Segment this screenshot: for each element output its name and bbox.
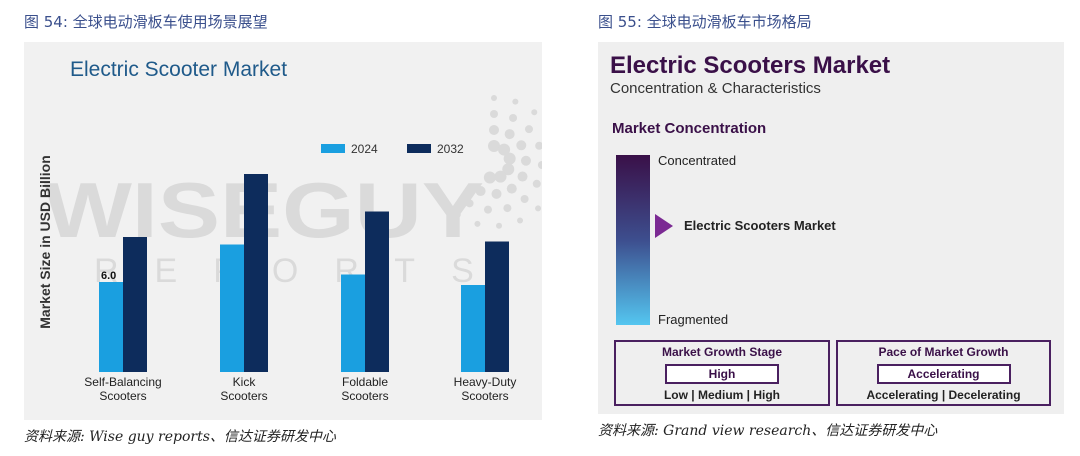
bars	[99, 174, 509, 372]
watermark-dot	[506, 183, 517, 194]
data-labels: 6.0	[101, 270, 116, 282]
figure-caption-right: 图 55: 全球电动滑板车市场格局	[598, 13, 812, 31]
growth-pace-scale: Accelerating | Decelerating	[866, 388, 1021, 402]
watermark-subtext: REPORTS	[94, 252, 510, 290]
x-tick-labels: Self-Balancing Scooters Kick Scooters Foldab…	[84, 375, 516, 403]
watermark-dots	[454, 95, 542, 229]
source-note-left: 资料来源: Wise guy reports、信达证券研发中心	[24, 429, 336, 445]
growth-stage-title: Market Growth Stage	[661, 345, 783, 359]
data-label: 6.0	[101, 270, 116, 282]
legend-label-2032: 2032	[437, 142, 464, 156]
legend-swatch-2024	[321, 144, 345, 153]
watermark-dot	[520, 155, 531, 166]
growth-pace-box: Pace of Market Growth Accelerating Accel…	[836, 340, 1051, 406]
x-tick-label: Foldable Scooters	[341, 375, 388, 403]
watermark-dot	[475, 186, 486, 197]
watermark-dot	[531, 109, 538, 116]
watermark-dot	[524, 125, 533, 134]
watermark-dot	[504, 129, 515, 140]
bar-2024-4	[461, 285, 485, 372]
watermark-dot	[535, 141, 542, 150]
growth-stage-scale: Low | Medium | High	[663, 388, 781, 402]
bar-2032-4	[485, 241, 509, 372]
watermark-dot	[502, 163, 515, 176]
watermark-dot	[520, 194, 529, 203]
bar-chart: WISEGUY REPORTS Electric Scooter Market …	[37, 58, 542, 403]
source-note-right: 资料来源: Grand view research、信达证券研发中心	[598, 423, 938, 439]
bar-2024-1	[99, 282, 123, 372]
market-panel-title: Electric Scooters Market	[610, 52, 891, 79]
bar-2032-1	[123, 237, 147, 372]
watermark-dot	[490, 110, 498, 118]
watermark-dot	[503, 152, 516, 165]
watermark-dot	[517, 171, 528, 182]
market-concentration-panel: Electric Scooters Market Concentration &…	[598, 42, 1064, 414]
figure-caption-left: 图 54: 全球电动滑板车使用场景展望	[24, 13, 268, 31]
watermark-dot	[516, 140, 527, 151]
watermark-dot	[474, 220, 481, 227]
legend: 2024 2032	[321, 142, 464, 156]
bar-2032-3	[365, 211, 389, 372]
growth-pace-title: Pace of Market Growth	[878, 345, 1009, 359]
watermark-dot	[494, 170, 507, 183]
watermark-dot	[512, 98, 519, 105]
scale-bottom-label: Fragmented	[658, 312, 729, 327]
bar-2032-2	[244, 174, 268, 372]
watermark: WISEGUY REPORTS	[44, 95, 542, 290]
watermark-dot	[488, 140, 500, 152]
bar-2024-2	[220, 244, 244, 372]
concentration-gradient-bar	[616, 155, 650, 325]
watermark-dot	[503, 204, 512, 213]
watermark-dot	[483, 171, 496, 184]
growth-pace-value: Accelerating	[876, 364, 1011, 384]
scale-top-label: Concentrated	[658, 153, 737, 168]
watermark-dot	[483, 205, 492, 214]
x-tick-label: Heavy-Duty Scooters	[454, 375, 517, 403]
watermark-dot	[509, 113, 518, 122]
watermark-dot	[491, 188, 502, 199]
concentration-title: Market Concentration	[612, 120, 767, 137]
watermark-dot	[535, 205, 542, 212]
market-panel-subtitle: Concentration & Characteristics	[610, 80, 821, 97]
watermark-dot	[491, 95, 497, 101]
chart-title: Electric Scooter Market	[70, 58, 287, 81]
growth-stage-value: High	[665, 364, 779, 384]
watermark-dot	[489, 125, 499, 135]
legend-swatch-2032	[407, 144, 431, 153]
market-position-label: Electric Scooters Market	[684, 218, 836, 234]
scooter-market-chart-panel: WISEGUY REPORTS Electric Scooter Market …	[24, 42, 542, 420]
x-tick-label: Self-Balancing Scooters	[84, 375, 161, 403]
watermark-dot	[454, 211, 461, 218]
x-tick-label: Kick Scooters	[220, 375, 267, 403]
y-axis-label: Market Size in USD Billion	[37, 155, 53, 328]
market-position-arrow-icon	[655, 214, 673, 239]
watermark-dot	[532, 179, 541, 188]
legend-label-2024: 2024	[351, 142, 378, 156]
watermark-dot	[498, 143, 511, 156]
growth-stage-box: Market Growth Stage High Low | Medium | …	[614, 340, 830, 406]
watermark-dot	[537, 161, 542, 170]
watermark-dot	[517, 217, 524, 224]
watermark-dot	[496, 222, 503, 229]
watermark-dot	[465, 199, 474, 208]
bar-2024-3	[341, 274, 365, 372]
